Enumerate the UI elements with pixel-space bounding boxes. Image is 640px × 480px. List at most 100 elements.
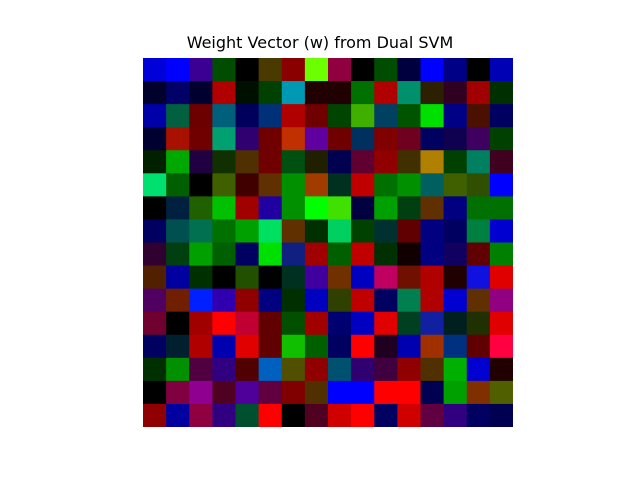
heatmap-cell-r11-c15 bbox=[489, 311, 513, 336]
heatmap-cell-r2-c12 bbox=[420, 104, 445, 128]
heatmap-cell-r10-c12 bbox=[420, 288, 445, 313]
heatmap-cell-r8-c15 bbox=[489, 242, 513, 267]
heatmap-cell-r11-c5 bbox=[258, 311, 283, 336]
heatmap-cell-r11-c6 bbox=[281, 311, 306, 336]
heatmap-cell-r7-c8 bbox=[328, 219, 352, 244]
heatmap-cell-r0-c10 bbox=[374, 58, 398, 82]
heatmap-cell-r15-c15 bbox=[489, 403, 513, 427]
heatmap-cell-r7-c5 bbox=[258, 219, 283, 244]
heatmap-cell-r13-c15 bbox=[489, 357, 513, 382]
heatmap-cell-r7-c1 bbox=[166, 219, 190, 244]
heatmap-cell-r10-c10 bbox=[374, 288, 398, 313]
heatmap-cell-r4-c12 bbox=[420, 150, 445, 174]
heatmap-cell-r6-c9 bbox=[351, 196, 375, 220]
heatmap-cell-r5-c5 bbox=[258, 173, 283, 197]
heatmap-cell-r10-c3 bbox=[212, 288, 236, 313]
heatmap-cell-r10-c1 bbox=[166, 288, 190, 313]
heatmap-cell-r6-c1 bbox=[166, 196, 190, 220]
heatmap-cell-r5-c9 bbox=[351, 173, 375, 197]
heatmap-cell-r11-c14 bbox=[466, 311, 491, 336]
heatmap-cell-r6-c0 bbox=[143, 196, 167, 220]
heatmap-cell-r1-c1 bbox=[166, 81, 190, 105]
heatmap-cell-r12-c2 bbox=[189, 334, 213, 359]
heatmap-cell-r3-c15 bbox=[489, 127, 513, 151]
heatmap-cell-r13-c3 bbox=[212, 357, 236, 382]
heatmap-cell-r10-c9 bbox=[351, 288, 375, 313]
heatmap-cell-r1-c14 bbox=[466, 81, 491, 105]
heatmap-cell-r3-c3 bbox=[212, 127, 236, 151]
heatmap-cell-r0-c3 bbox=[212, 58, 236, 82]
heatmap-cell-r12-c14 bbox=[466, 334, 491, 359]
heatmap-cell-r2-c11 bbox=[397, 104, 421, 128]
heatmap-cell-r11-c4 bbox=[235, 311, 260, 336]
heatmap-cell-r12-c4 bbox=[235, 334, 260, 359]
heatmap-cell-r14-c12 bbox=[420, 380, 445, 405]
heatmap-cell-r7-c15 bbox=[489, 219, 513, 244]
heatmap-cell-r14-c8 bbox=[328, 380, 352, 405]
heatmap-cell-r15-c14 bbox=[466, 403, 491, 427]
heatmap-cell-r15-c13 bbox=[443, 403, 468, 427]
heatmap-cell-r0-c9 bbox=[351, 58, 375, 82]
heatmap-cell-r9-c9 bbox=[351, 265, 375, 290]
heatmap-cell-r15-c0 bbox=[143, 403, 167, 427]
heatmap-cell-r4-c5 bbox=[258, 150, 283, 174]
heatmap-cell-r10-c11 bbox=[397, 288, 421, 313]
heatmap-cell-r9-c14 bbox=[466, 265, 491, 290]
heatmap-cell-r9-c1 bbox=[166, 265, 190, 290]
heatmap-cell-r9-c10 bbox=[374, 265, 398, 290]
heatmap-cell-r8-c0 bbox=[143, 242, 167, 267]
heatmap-cell-r4-c3 bbox=[212, 150, 236, 174]
heatmap-cell-r14-c2 bbox=[189, 380, 213, 405]
heatmap-cell-r10-c7 bbox=[304, 288, 329, 313]
heatmap-cell-r4-c11 bbox=[397, 150, 421, 174]
heatmap-cell-r12-c9 bbox=[351, 334, 375, 359]
heatmap-cell-r12-c1 bbox=[166, 334, 190, 359]
heatmap-cell-r10-c15 bbox=[489, 288, 513, 313]
plot-area bbox=[143, 58, 513, 427]
heatmap-cell-r14-c6 bbox=[281, 380, 306, 405]
heatmap-cell-r12-c8 bbox=[328, 334, 352, 359]
heatmap-cell-r9-c6 bbox=[281, 265, 306, 290]
heatmap-cell-r12-c3 bbox=[212, 334, 236, 359]
heatmap-cell-r11-c9 bbox=[351, 311, 375, 336]
heatmap-cell-r7-c14 bbox=[466, 219, 491, 244]
heatmap-cell-r7-c6 bbox=[281, 219, 306, 244]
heatmap-cell-r0-c13 bbox=[443, 58, 468, 82]
heatmap-cell-r6-c14 bbox=[466, 196, 491, 220]
heatmap-cell-r3-c1 bbox=[166, 127, 190, 151]
heatmap-cell-r5-c8 bbox=[328, 173, 352, 197]
heatmap-cell-r14-c9 bbox=[351, 380, 375, 405]
heatmap-cell-r12-c13 bbox=[443, 334, 468, 359]
heatmap-cell-r5-c4 bbox=[235, 173, 260, 197]
heatmap-cell-r2-c6 bbox=[281, 104, 306, 128]
heatmap-cell-r15-c4 bbox=[235, 403, 260, 427]
heatmap-cell-r6-c10 bbox=[374, 196, 398, 220]
heatmap-cell-r0-c4 bbox=[235, 58, 260, 82]
heatmap-cell-r5-c2 bbox=[189, 173, 213, 197]
heatmap-cell-r0-c14 bbox=[466, 58, 491, 82]
heatmap-cell-r11-c13 bbox=[443, 311, 468, 336]
heatmap-cell-r1-c10 bbox=[374, 81, 398, 105]
heatmap-cell-r5-c14 bbox=[466, 173, 491, 197]
heatmap-cell-r0-c7 bbox=[304, 58, 329, 82]
heatmap-cell-r11-c3 bbox=[212, 311, 236, 336]
heatmap-cell-r8-c5 bbox=[258, 242, 283, 267]
heatmap-cell-r1-c2 bbox=[189, 81, 213, 105]
heatmap-cell-r8-c11 bbox=[397, 242, 421, 267]
heatmap-cell-r7-c3 bbox=[212, 219, 236, 244]
heatmap-cell-r0-c6 bbox=[281, 58, 306, 82]
heatmap-cell-r11-c11 bbox=[397, 311, 421, 336]
heatmap-cell-r5-c7 bbox=[304, 173, 329, 197]
heatmap-cell-r10-c0 bbox=[143, 288, 167, 313]
heatmap-cell-r10-c13 bbox=[443, 288, 468, 313]
heatmap-cell-r5-c6 bbox=[281, 173, 306, 197]
heatmap-cell-r13-c8 bbox=[328, 357, 352, 382]
heatmap-cell-r8-c13 bbox=[443, 242, 468, 267]
heatmap-cell-r8-c4 bbox=[235, 242, 260, 267]
heatmap-cell-r5-c12 bbox=[420, 173, 445, 197]
heatmap-cell-r7-c11 bbox=[397, 219, 421, 244]
heatmap-cell-r10-c6 bbox=[281, 288, 306, 313]
heatmap-cell-r9-c15 bbox=[489, 265, 513, 290]
heatmap-cell-r8-c8 bbox=[328, 242, 352, 267]
heatmap-cell-r6-c5 bbox=[258, 196, 283, 220]
